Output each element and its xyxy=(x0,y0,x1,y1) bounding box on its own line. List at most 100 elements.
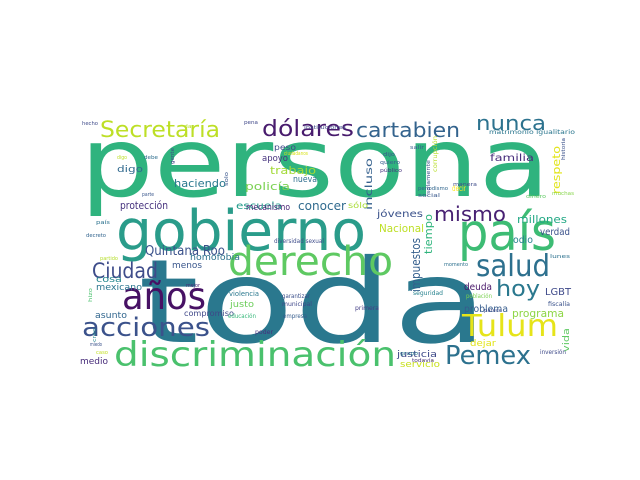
word-38: servicio xyxy=(400,360,441,370)
word-105: caso xyxy=(96,350,108,356)
word-83: público xyxy=(380,167,402,174)
word-59: municipal xyxy=(282,301,312,308)
word-75: manera xyxy=(453,182,477,188)
word-81: corrupción xyxy=(432,136,439,172)
word-54: mecanismo xyxy=(246,203,290,213)
word-86: instituciones xyxy=(304,125,347,131)
word-37: justicia xyxy=(396,350,437,360)
word-34: LGBT xyxy=(545,287,572,298)
word-23: haciendo xyxy=(174,177,226,190)
word-66: inversión xyxy=(540,349,566,356)
word-5: discriminación xyxy=(114,335,396,375)
word-11: hoy xyxy=(496,277,540,302)
word-88: matrimonio igualitario xyxy=(489,129,575,136)
word-22: conocer xyxy=(298,199,346,213)
word-15: cartabien xyxy=(356,118,460,142)
word-65: fiscalía xyxy=(548,301,570,308)
word-106: grave xyxy=(200,246,214,252)
word-93: gente xyxy=(170,148,176,164)
word-12: Ciudad xyxy=(92,259,158,283)
word-45: peso xyxy=(274,143,296,152)
word-36: dejar xyxy=(470,339,496,349)
word-55: compromiso xyxy=(184,309,234,318)
word-9: Tulum xyxy=(461,309,558,344)
word-40: protección xyxy=(120,199,168,212)
word-100: mejor xyxy=(186,283,201,289)
word-28: programa xyxy=(512,307,564,320)
word-63: seguridad xyxy=(413,290,443,297)
word-33: deuda xyxy=(464,282,492,293)
word-79: decir xyxy=(452,184,466,193)
word-29: familia xyxy=(490,153,534,164)
word-87: ciudadanos xyxy=(284,151,308,157)
word-97: parte xyxy=(142,192,154,198)
word-52: menos xyxy=(172,261,202,271)
word-62: primera xyxy=(355,305,379,312)
word-26: Nacional xyxy=(379,222,424,235)
word-35: problema xyxy=(464,304,508,315)
word-20: impuestos xyxy=(409,238,423,292)
word-41: escuela xyxy=(236,201,282,212)
word-24: policía xyxy=(245,180,290,193)
word-61: empresa xyxy=(283,313,307,320)
word-56: sólo xyxy=(348,200,368,210)
word-89: historia xyxy=(561,138,567,160)
word-32: verdad xyxy=(540,227,570,238)
word-101: hizo xyxy=(88,288,94,302)
word-13: Secretaría xyxy=(100,118,220,143)
word-74: periodismo xyxy=(418,186,448,192)
word-18: Quintana Roo xyxy=(145,244,225,259)
word-69: momento xyxy=(444,262,468,268)
word-92: debe xyxy=(144,155,158,161)
word-72: social xyxy=(418,193,440,199)
word-53: justo xyxy=(229,300,255,310)
word-84: dijo xyxy=(383,152,395,158)
word-80: solamente xyxy=(426,160,432,194)
word-68: diversidad sexual xyxy=(274,238,324,245)
word-58: garantizar xyxy=(282,293,310,300)
word-44: apoyo xyxy=(262,154,288,164)
word-102: creo xyxy=(92,328,98,342)
word-27: jóvenes xyxy=(376,208,423,220)
word-98: decreto xyxy=(86,233,106,239)
word-70: lunes xyxy=(550,254,571,260)
word-51: homofobia xyxy=(190,253,240,263)
word-78: parece xyxy=(484,308,502,314)
word-30: respeto xyxy=(550,146,563,194)
word-1: toda xyxy=(138,235,488,370)
word-10: salud xyxy=(476,249,550,284)
word-42: nueva xyxy=(293,175,317,185)
word-91: hecho xyxy=(82,121,98,127)
word-8: Pemex xyxy=(445,341,531,371)
word-4: derecho xyxy=(228,239,393,285)
word-49: mexicano xyxy=(96,283,143,293)
word-14: dólares xyxy=(262,117,354,142)
word-71: muchas xyxy=(552,191,574,197)
word-57: violencia xyxy=(229,290,259,298)
word-77: todavía xyxy=(412,357,434,364)
word-95: dar xyxy=(184,124,195,130)
word-50: medio xyxy=(80,357,108,367)
word-90: pena xyxy=(244,120,258,126)
word-103: miedo xyxy=(90,342,102,348)
word-104: digo xyxy=(117,155,127,161)
word-96: país xyxy=(96,219,111,226)
word-64: población xyxy=(466,293,492,300)
word-99: partido xyxy=(100,256,118,262)
word-6: años xyxy=(122,275,206,318)
word-31: odio xyxy=(513,235,533,246)
word-25: trabajo xyxy=(270,164,316,177)
word-67: poder xyxy=(255,329,274,336)
word-43: incluso xyxy=(364,158,375,210)
word-60: educación xyxy=(228,313,256,320)
word-19: millones xyxy=(517,213,567,226)
word-2: gobierno xyxy=(116,199,366,264)
word-7: acciones xyxy=(82,313,210,343)
word-76: grupo xyxy=(400,351,418,357)
word-73: dinero xyxy=(526,194,546,200)
word-0: persona xyxy=(80,107,550,219)
word-85: salir xyxy=(410,145,425,151)
word-48: asunto xyxy=(95,311,128,321)
